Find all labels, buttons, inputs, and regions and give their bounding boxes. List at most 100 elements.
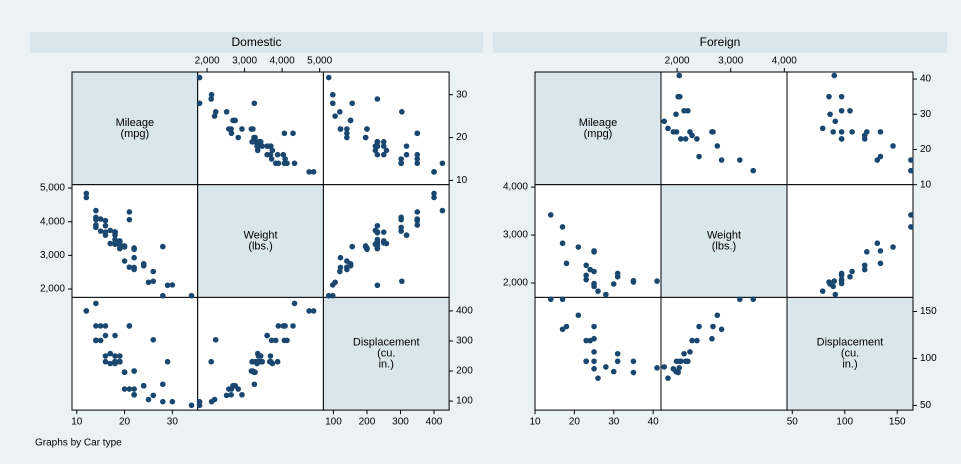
point [131, 386, 137, 392]
point [267, 353, 274, 359]
point [364, 245, 370, 251]
point [630, 277, 637, 284]
point [116, 358, 123, 365]
point [212, 336, 219, 343]
point [380, 151, 387, 158]
point [329, 292, 336, 299]
point [403, 151, 410, 158]
point [107, 240, 114, 247]
point [737, 296, 743, 303]
point [383, 147, 390, 154]
variable-label: Weight [707, 229, 741, 241]
point [714, 312, 721, 319]
point [849, 268, 855, 275]
y-tick-label: 100 [920, 353, 937, 364]
point [559, 240, 566, 247]
plot-cell [197, 296, 324, 411]
point [150, 278, 157, 285]
point [673, 358, 680, 365]
point [268, 143, 274, 149]
point [380, 240, 387, 246]
point [208, 96, 215, 102]
point [290, 130, 296, 137]
point [140, 382, 147, 389]
point [575, 312, 582, 319]
point [282, 156, 288, 162]
point [150, 392, 157, 399]
point [827, 111, 833, 118]
point [830, 129, 836, 135]
plot-cell [534, 296, 662, 411]
point [710, 129, 716, 135]
point [431, 190, 437, 197]
point [306, 169, 312, 175]
point [718, 157, 725, 163]
plot-cell [660, 71, 788, 186]
point [439, 160, 446, 167]
x-tick-label: 400 [426, 417, 443, 428]
point [874, 240, 881, 247]
point [819, 288, 826, 294]
point [398, 160, 404, 167]
point [832, 291, 839, 298]
point [838, 107, 845, 114]
point [610, 368, 617, 375]
x-tick-label: 20 [569, 417, 581, 428]
point [838, 272, 845, 279]
point [364, 126, 370, 132]
plot-cell [534, 184, 662, 298]
y-tick-label: 10 [920, 179, 932, 190]
x-tick-label: 300 [392, 417, 409, 428]
point [838, 136, 845, 142]
point [654, 278, 660, 284]
point [93, 214, 99, 221]
point [83, 190, 90, 197]
point [587, 337, 593, 344]
point [398, 228, 404, 234]
point [398, 214, 404, 221]
diagonal-cell [322, 296, 450, 411]
point [160, 381, 166, 388]
y-tick-label: 10 [456, 175, 468, 186]
point [249, 358, 255, 365]
point [196, 402, 203, 409]
x-tick-label: 5,000 [307, 56, 332, 67]
point [102, 332, 109, 339]
y-tick-label: 20 [456, 132, 468, 143]
y-tick-label: 40 [920, 74, 932, 85]
point [591, 323, 597, 330]
point [678, 136, 684, 142]
variable-label: Displacement [353, 337, 420, 349]
point [235, 386, 242, 392]
point [337, 254, 344, 261]
point [714, 143, 721, 149]
point [374, 151, 381, 158]
point [116, 238, 123, 245]
point [362, 134, 369, 141]
point [255, 353, 262, 359]
panel-header [30, 32, 483, 53]
point [877, 153, 884, 160]
point [310, 308, 317, 314]
variable-label: (mpg) [120, 128, 149, 140]
y-tick-label: 4,000 [503, 182, 528, 193]
point [654, 365, 660, 371]
point [591, 358, 597, 365]
point [344, 258, 350, 264]
point [131, 368, 137, 374]
y-tick-label: 3,000 [503, 230, 528, 241]
point [274, 151, 281, 158]
point [93, 224, 99, 231]
y-tick-label: 30 [920, 109, 932, 120]
point [374, 139, 381, 145]
point [332, 279, 338, 286]
point [97, 228, 104, 234]
x-tick-label: 100 [325, 417, 342, 428]
point [251, 381, 258, 388]
point [583, 337, 589, 344]
point [196, 100, 203, 107]
point [116, 245, 123, 252]
point [97, 216, 104, 222]
point [838, 93, 845, 100]
point [254, 147, 261, 154]
